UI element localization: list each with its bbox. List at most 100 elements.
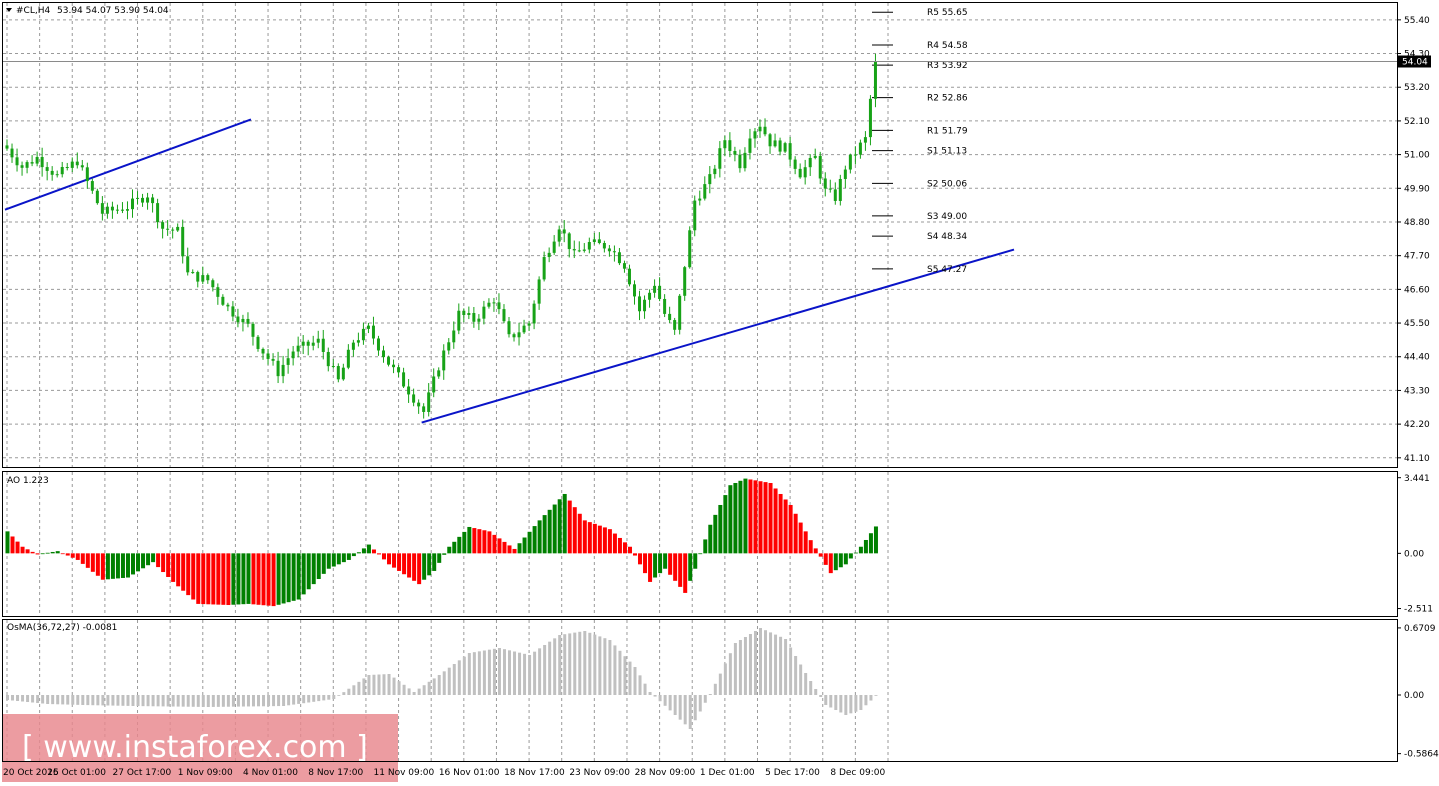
candle[interactable] — [833, 182, 837, 205]
candle[interactable] — [708, 166, 712, 194]
candle[interactable] — [547, 247, 551, 263]
candle[interactable] — [131, 189, 134, 218]
candle[interactable] — [221, 294, 225, 306]
candle[interactable] — [522, 319, 526, 335]
candle[interactable] — [698, 190, 702, 206]
candle[interactable] — [853, 146, 857, 165]
candle[interactable] — [392, 359, 396, 374]
candle[interactable] — [678, 293, 682, 335]
candle[interactable] — [196, 270, 200, 288]
candle[interactable] — [371, 316, 375, 345]
candle[interactable] — [286, 348, 290, 374]
candle[interactable] — [437, 367, 441, 379]
candle[interactable] — [773, 133, 777, 148]
candle[interactable] — [115, 204, 119, 214]
candle[interactable] — [848, 153, 852, 174]
candle[interactable] — [432, 368, 436, 398]
candle[interactable] — [281, 355, 285, 384]
candle[interactable] — [316, 330, 320, 349]
candle[interactable] — [462, 308, 466, 323]
candle[interactable] — [492, 297, 496, 312]
candle[interactable] — [186, 247, 190, 276]
candle[interactable] — [201, 266, 205, 285]
candle[interactable] — [156, 198, 160, 229]
candle[interactable] — [442, 344, 446, 380]
candle[interactable] — [346, 344, 350, 370]
candle[interactable] — [341, 363, 345, 381]
candle[interactable] — [788, 137, 792, 167]
candle[interactable] — [863, 131, 867, 151]
candle[interactable] — [351, 339, 355, 357]
candle[interactable] — [206, 273, 210, 284]
candle[interactable] — [467, 306, 471, 320]
candle[interactable] — [95, 188, 99, 205]
candle[interactable] — [482, 300, 486, 325]
candle[interactable] — [427, 383, 431, 417]
candle[interactable] — [633, 280, 636, 305]
candle[interactable] — [758, 119, 762, 138]
candle[interactable] — [868, 95, 872, 146]
candle[interactable] — [171, 227, 175, 239]
candle[interactable] — [733, 146, 737, 162]
candle[interactable] — [723, 135, 727, 157]
candle[interactable] — [542, 251, 546, 282]
candle[interactable] — [567, 232, 571, 258]
candle[interactable] — [166, 220, 170, 236]
candle[interactable] — [718, 141, 722, 178]
candle[interactable] — [798, 163, 802, 179]
candle[interactable] — [597, 232, 601, 245]
trendline[interactable] — [421, 248, 1015, 424]
candle[interactable] — [803, 159, 807, 185]
candle[interactable] — [607, 245, 611, 257]
candle[interactable] — [40, 147, 44, 177]
candle[interactable] — [587, 237, 591, 254]
candle[interactable] — [55, 170, 59, 178]
candle[interactable] — [858, 139, 862, 159]
candle[interactable] — [387, 355, 391, 367]
candle[interactable] — [617, 248, 621, 266]
candle[interactable] — [146, 192, 150, 210]
candle[interactable] — [266, 349, 270, 365]
candle[interactable] — [25, 160, 29, 174]
candle[interactable] — [577, 241, 581, 253]
dropdown-triangle-icon[interactable] — [6, 8, 12, 12]
candle[interactable] — [296, 336, 300, 358]
candle[interactable] — [85, 162, 89, 189]
candle[interactable] — [311, 335, 315, 351]
candle[interactable] — [261, 347, 265, 360]
trendline[interactable] — [4, 118, 252, 211]
candle[interactable] — [65, 162, 69, 171]
candle[interactable] — [402, 367, 406, 389]
candle[interactable] — [713, 164, 717, 179]
candle[interactable] — [783, 141, 787, 154]
candle[interactable] — [241, 314, 245, 332]
candle[interactable] — [251, 321, 255, 346]
candle[interactable] — [417, 399, 421, 414]
candle[interactable] — [487, 298, 491, 309]
candle[interactable] — [457, 303, 461, 335]
trendline-layer[interactable] — [4, 118, 1015, 424]
candle[interactable] — [90, 178, 94, 194]
candle[interactable] — [638, 290, 642, 321]
candle[interactable] — [141, 193, 145, 207]
candle[interactable] — [181, 219, 185, 264]
candle[interactable] — [45, 162, 49, 181]
candle[interactable] — [361, 322, 365, 345]
candle[interactable] — [562, 219, 566, 243]
candle[interactable] — [627, 264, 631, 287]
candle[interactable] — [397, 365, 401, 378]
candle[interactable] — [336, 363, 340, 383]
candle[interactable] — [527, 320, 531, 332]
candle[interactable] — [688, 226, 692, 269]
candle[interactable] — [763, 118, 767, 137]
candle[interactable] — [100, 196, 104, 221]
candle[interactable] — [537, 276, 541, 310]
candle[interactable] — [808, 154, 812, 176]
candle[interactable] — [191, 269, 195, 274]
candle[interactable] — [110, 201, 114, 219]
ao-histogram[interactable] — [5, 478, 878, 607]
candle[interactable] — [151, 193, 155, 213]
candle[interactable] — [226, 302, 230, 312]
candle[interactable] — [648, 289, 652, 308]
